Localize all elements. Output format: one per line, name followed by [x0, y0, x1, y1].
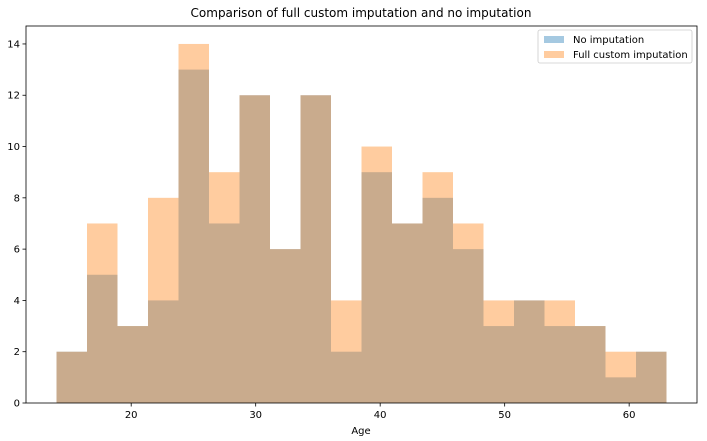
legend-swatch-2: [544, 51, 564, 58]
bar-series-2-bin-11: [361, 146, 392, 403]
x-tick-label-5: 60: [623, 410, 636, 421]
bar-series-2-bin-10: [331, 300, 362, 403]
bar-series-1-bin-15: [483, 326, 514, 403]
x-axis-label: Age: [351, 426, 370, 437]
axes-layer: 20 30 40 50 60 0 2 4 6 8 10 12 14: [7, 25, 698, 421]
y-tick-label-4: 6: [14, 245, 20, 256]
legend-label-2: Full custom imputation: [573, 50, 688, 61]
bar-series-1-bin-1: [56, 351, 87, 403]
bar-series-1-bin-3: [117, 326, 148, 403]
bar-series-2-bin-9: [300, 95, 331, 403]
bar-series-1-bin-19: [605, 377, 636, 403]
bar-series-2-bin-8: [270, 249, 301, 403]
chart-title: Comparison of full custom imputation and…: [191, 6, 532, 20]
bars-layer: [56, 43, 667, 404]
y-tick-label-8: 14: [7, 39, 20, 50]
legend-label-1: No imputation: [573, 35, 644, 46]
bar-series-1-bin-17: [544, 326, 575, 403]
bar-series-1-bin-4: [148, 300, 179, 403]
bar-series-1-bin-8: [270, 249, 301, 403]
bar-series-2-bin-6: [209, 172, 240, 403]
bar-series-1-bin-6: [209, 223, 240, 403]
y-tick-label-3: 4: [14, 296, 20, 307]
y-tick-label-5: 8: [14, 193, 20, 204]
bar-series-2-bin-15: [483, 300, 514, 403]
bar-series-2-bin-3: [117, 326, 148, 403]
bar-series-2-bin-13: [422, 172, 453, 403]
y-tick-label-1: 0: [14, 399, 20, 410]
bar-series-1-bin-2: [87, 274, 118, 403]
bar-series-1-bin-7: [239, 95, 270, 403]
legend-swatch-1: [544, 36, 564, 43]
bar-series-1-bin-14: [453, 249, 484, 403]
bar-series-2-bin-2: [87, 223, 118, 403]
legend: No imputation Full custom imputation: [537, 29, 693, 64]
x-tick-label-3: 40: [374, 410, 387, 421]
bar-series-2-bin-4: [148, 197, 179, 403]
bar-series-2-bin-19: [605, 351, 636, 403]
bar-series-2-bin-16: [514, 300, 545, 403]
bar-series-2-bin-17: [544, 300, 575, 403]
bar-series-1-bin-9: [300, 95, 331, 403]
x-tick-label-2: 30: [249, 410, 262, 421]
bar-series-1-bin-20: [636, 351, 667, 403]
bar-series-1-bin-18: [575, 326, 606, 403]
bar-series-1-bin-13: [422, 197, 453, 403]
bar-series-1-bin-5: [178, 69, 209, 404]
bar-series-1-bin-10: [331, 351, 362, 403]
bar-series-2-bin-1: [56, 351, 87, 403]
bar-series-1-bin-11: [361, 172, 392, 403]
y-tick-label-7: 12: [7, 91, 20, 102]
y-tick-label-2: 2: [14, 347, 20, 358]
legend-box: [537, 29, 693, 64]
x-tick-label-1: 20: [125, 410, 138, 421]
bar-series-2-bin-7: [239, 95, 270, 403]
bar-series-2-bin-14: [453, 223, 484, 403]
x-tick-label-4: 50: [498, 410, 511, 421]
bar-series-2-bin-18: [575, 326, 606, 403]
plot-frame: [25, 25, 698, 404]
bar-series-2-bin-12: [392, 223, 423, 403]
bar-series-2-bin-20: [636, 351, 667, 403]
bar-series-1-bin-12: [392, 223, 423, 403]
y-tick-label-6: 10: [7, 142, 20, 153]
bar-series-1-bin-16: [514, 300, 545, 403]
bar-series-2-bin-5: [178, 43, 209, 403]
